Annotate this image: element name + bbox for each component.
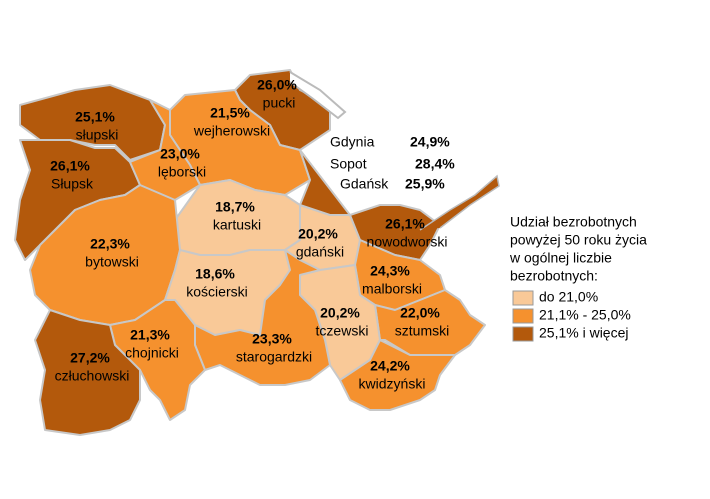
- region-value: 22,0%: [400, 305, 440, 321]
- region-value: 20,2%: [320, 305, 360, 321]
- city-name: Sopot: [330, 156, 367, 172]
- region-name: malborski: [362, 281, 422, 297]
- region-value: 23,3%: [252, 331, 292, 347]
- city-value: 24,9%: [410, 134, 450, 150]
- legend-title: Udział bezrobotnych: [510, 214, 637, 230]
- region-name: człuchowski: [55, 368, 130, 384]
- legend-label: 25,1% i więcej: [539, 325, 629, 341]
- city-name: Gdynia: [330, 134, 375, 150]
- region-name: wejherowski: [193, 123, 270, 139]
- region-name: nowodworski: [367, 234, 448, 250]
- region-value: 23,0%: [160, 146, 200, 162]
- city-name: Gdańsk: [340, 176, 389, 192]
- region-value: 18,7%: [215, 199, 255, 215]
- region-name: pucki: [263, 95, 296, 111]
- region-value: 24,3%: [370, 263, 410, 279]
- region-name: sztumski: [395, 323, 449, 339]
- legend-swatch: [512, 326, 534, 342]
- regions: [14, 69, 486, 436]
- city-value: 25,9%: [405, 176, 445, 192]
- region: [34, 309, 141, 436]
- region-name: starogardzki: [236, 349, 312, 365]
- vistula-spit: [419, 174, 500, 231]
- region-value: 27,2%: [70, 350, 110, 366]
- region-name: kartuski: [213, 217, 261, 233]
- legend-swatch: [512, 308, 534, 324]
- region-value: 21,3%: [130, 327, 170, 343]
- region-name: chojnicki: [125, 345, 179, 361]
- region-name: bytowski: [85, 254, 139, 270]
- region-name: gdański: [296, 244, 344, 260]
- region-value: 18,6%: [195, 266, 235, 282]
- hel-peninsula: [289, 71, 347, 120]
- region-value: 26,1%: [385, 216, 425, 232]
- legend-title: bezrobotnych:: [510, 268, 598, 284]
- legend-label: 21,1% - 25,0%: [539, 307, 631, 323]
- legend-title: w ogólnej liczbie: [509, 250, 612, 266]
- city-value: 28,4%: [415, 156, 455, 172]
- region-name: słupski: [76, 127, 119, 143]
- legend-title: powyżej 50 roku życia: [510, 232, 647, 248]
- region-name: Słupsk: [51, 176, 94, 192]
- region-name: kwidzyński: [359, 376, 426, 392]
- region-value: 21,5%: [210, 105, 250, 121]
- region-name: kościerski: [186, 284, 247, 300]
- region-name: tczewski: [316, 323, 369, 339]
- region-value: 25,1%: [75, 109, 115, 125]
- region: [374, 289, 486, 356]
- region: [339, 339, 456, 411]
- region-value: 26,0%: [257, 77, 297, 93]
- legend-swatch: [512, 290, 534, 306]
- region-value: 22,3%: [90, 236, 130, 252]
- region-value: 24,2%: [370, 358, 410, 374]
- legend-label: do 21,0%: [539, 289, 598, 305]
- region-name: lęborski: [158, 164, 206, 180]
- region-value: 20,2%: [298, 226, 338, 242]
- region: [194, 249, 331, 386]
- region-value: 26,1%: [50, 158, 90, 174]
